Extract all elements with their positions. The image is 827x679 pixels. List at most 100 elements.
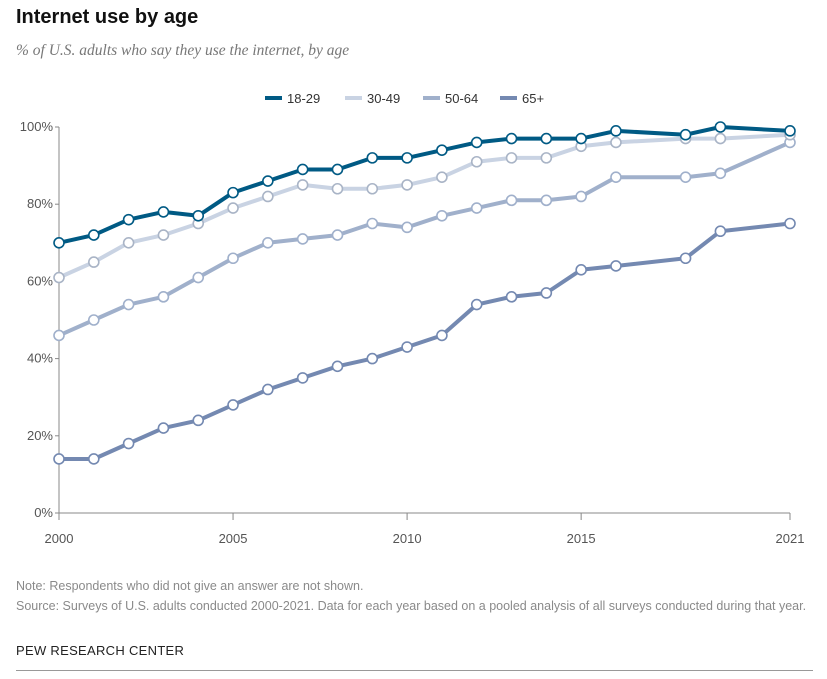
y-tick-label: 80% [27, 196, 53, 211]
y-tick-label: 40% [27, 351, 53, 366]
data-point [88, 453, 100, 465]
data-point [88, 314, 100, 326]
data-point [505, 152, 518, 164]
x-tick-label: 2000 [45, 531, 74, 546]
data-point [296, 372, 309, 384]
data-point [331, 182, 344, 195]
y-tick-label: 0% [34, 505, 53, 520]
y-tick-label: 100% [20, 119, 54, 134]
data-point [575, 264, 587, 276]
chart-note: Note: Respondents who did not give an an… [16, 579, 364, 593]
data-point [436, 171, 448, 183]
line-chart: 0% 20% 40% 60% 80% 100% 2000 2005 2010 2015 2021 18… [20, 91, 805, 546]
data-point [331, 163, 344, 176]
data-point [262, 237, 274, 249]
bottom-divider [16, 670, 813, 671]
data-point [262, 190, 274, 203]
data-point [714, 225, 727, 238]
data-point [192, 209, 205, 222]
data-point [401, 221, 413, 234]
data-point [679, 128, 692, 141]
legend-label: 65+ [522, 91, 544, 106]
data-point [505, 291, 518, 303]
credit-label: PEW RESEARCH CENTER [16, 643, 185, 658]
x-tick-label: 2005 [219, 531, 248, 546]
data-point [122, 298, 135, 311]
data-point [227, 202, 239, 214]
data-point [53, 237, 65, 249]
legend-label: 18-29 [287, 91, 320, 106]
data-point [505, 132, 518, 145]
data-point [122, 437, 135, 450]
data-point [679, 171, 692, 183]
data-point [714, 167, 727, 180]
series-line-30-49 [57, 132, 792, 280]
data-point [575, 132, 587, 145]
data-point [436, 144, 448, 156]
data-point [192, 414, 205, 427]
data-point [296, 233, 309, 245]
legend-label: 30-49 [367, 91, 400, 106]
data-point [714, 132, 727, 145]
data-point [53, 271, 65, 284]
data-point [88, 256, 100, 268]
series-line-18-29 [57, 125, 792, 245]
data-point [784, 217, 796, 230]
chart-title: Internet use by age [16, 6, 199, 28]
data-point [610, 171, 622, 183]
y-tick-label: 20% [27, 428, 53, 443]
data-point [366, 152, 379, 164]
data-point [331, 360, 344, 373]
data-point [366, 352, 379, 365]
data-point [436, 209, 448, 222]
data-point [53, 329, 65, 342]
data-point [470, 136, 483, 149]
data-point [540, 152, 553, 164]
data-point [296, 179, 309, 191]
data-point [401, 179, 413, 191]
data-point [157, 229, 170, 241]
data-point [366, 217, 379, 230]
data-point [470, 202, 483, 214]
data-point [470, 155, 483, 168]
series-line-50-64 [57, 140, 792, 338]
data-point [227, 252, 239, 265]
data-point [53, 453, 65, 465]
data-point [157, 291, 170, 303]
data-point [784, 125, 796, 137]
data-point [401, 341, 413, 353]
x-tick-label: 2021 [776, 531, 805, 546]
data-point [540, 132, 553, 145]
series-line-65+ [57, 221, 792, 461]
data-point [610, 260, 622, 272]
data-point [540, 194, 553, 207]
chart-source: Source: Surveys of U.S. adults conducted… [16, 599, 807, 613]
data-point [331, 229, 344, 241]
data-point [401, 152, 413, 164]
data-point [436, 329, 448, 342]
data-point [505, 194, 518, 207]
data-point [610, 136, 622, 149]
data-point [610, 125, 622, 137]
data-point [227, 186, 239, 199]
data-point [122, 213, 135, 226]
data-point [366, 182, 379, 195]
data-point [296, 163, 309, 176]
x-tick-label: 2010 [393, 531, 422, 546]
x-tick-label: 2015 [567, 531, 596, 546]
data-point [679, 252, 692, 265]
data-point [122, 237, 135, 249]
data-point [88, 229, 100, 241]
data-point [157, 422, 170, 434]
data-point [540, 287, 553, 299]
data-point [262, 175, 274, 187]
data-point [192, 271, 205, 284]
data-point [470, 298, 483, 311]
chart-subtitle: % of U.S. adults who say they use the in… [16, 42, 350, 59]
data-point [714, 121, 727, 133]
data-point [157, 206, 170, 218]
data-point [227, 399, 239, 411]
legend-label: 50-64 [445, 91, 478, 106]
data-point [575, 190, 587, 203]
y-tick-label: 60% [27, 273, 53, 288]
